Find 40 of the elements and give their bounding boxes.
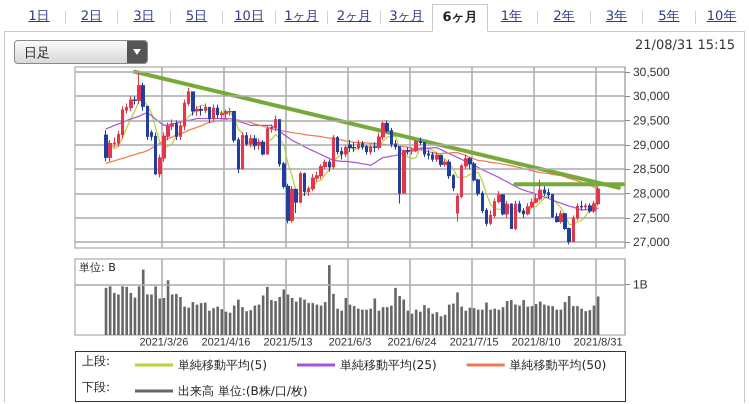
y-tick-label: 27,500 [633,210,670,225]
y-tick-label: 28,000 [633,186,670,201]
y-tick-label: 27,000 [633,235,670,250]
x-tick-label: 2021/7/15 [450,336,499,348]
x-tick-label: 2021/3/26 [139,336,188,348]
text: 2ヶ月 [336,8,372,26]
y-tick-label: 30,000 [633,89,670,104]
x-tick-label: 2021/5/13 [264,336,312,348]
legend-label: 単純移動平均(5) [178,358,267,372]
text: 2年 [552,8,576,26]
text: 5日 [184,8,208,26]
x-tick-label: 2021/4/16 [201,336,250,348]
x-tick-label: 2021/8/31 [574,336,623,348]
text: 1日 [27,8,51,26]
text: 1年 [500,8,524,26]
legend-label: 単純移動平均(25) [340,358,437,372]
select-field: 日足 [14,40,148,64]
text: 5年 [657,8,681,26]
text: 1ヶ月 [283,8,320,26]
y-tick-label: 30,500 [633,64,670,79]
text: 10年 [706,8,738,26]
legend-label: 単純移動平均(50) [510,358,606,372]
y-tick-label: 29,000 [633,138,670,152]
x-tick-label: 2021/6/24 [388,336,436,348]
text: 21/08/31 15:15 [635,38,735,53]
y-axis-title: 単位: B [79,261,116,274]
text: 2日 [80,8,104,26]
y-tick-label: 28,500 [633,162,670,176]
y-tick-label: 1B [633,277,648,292]
text: 3ヶ月 [388,8,425,26]
legend-label: 出来高 単位:(B株/口/枚) [178,384,308,398]
x-tick-label: 2021/8/10 [512,336,561,348]
text: 3年 [604,8,628,26]
x-tick-label: 2021/6/3 [328,336,372,348]
legend-title: 下段: [82,380,110,394]
text: 10日 [233,8,265,26]
legend-title: 上段: [82,354,110,368]
text: 6ヶ月 [432,4,488,32]
y-tick-label: 29,500 [633,114,670,128]
text: 3日 [132,8,156,26]
